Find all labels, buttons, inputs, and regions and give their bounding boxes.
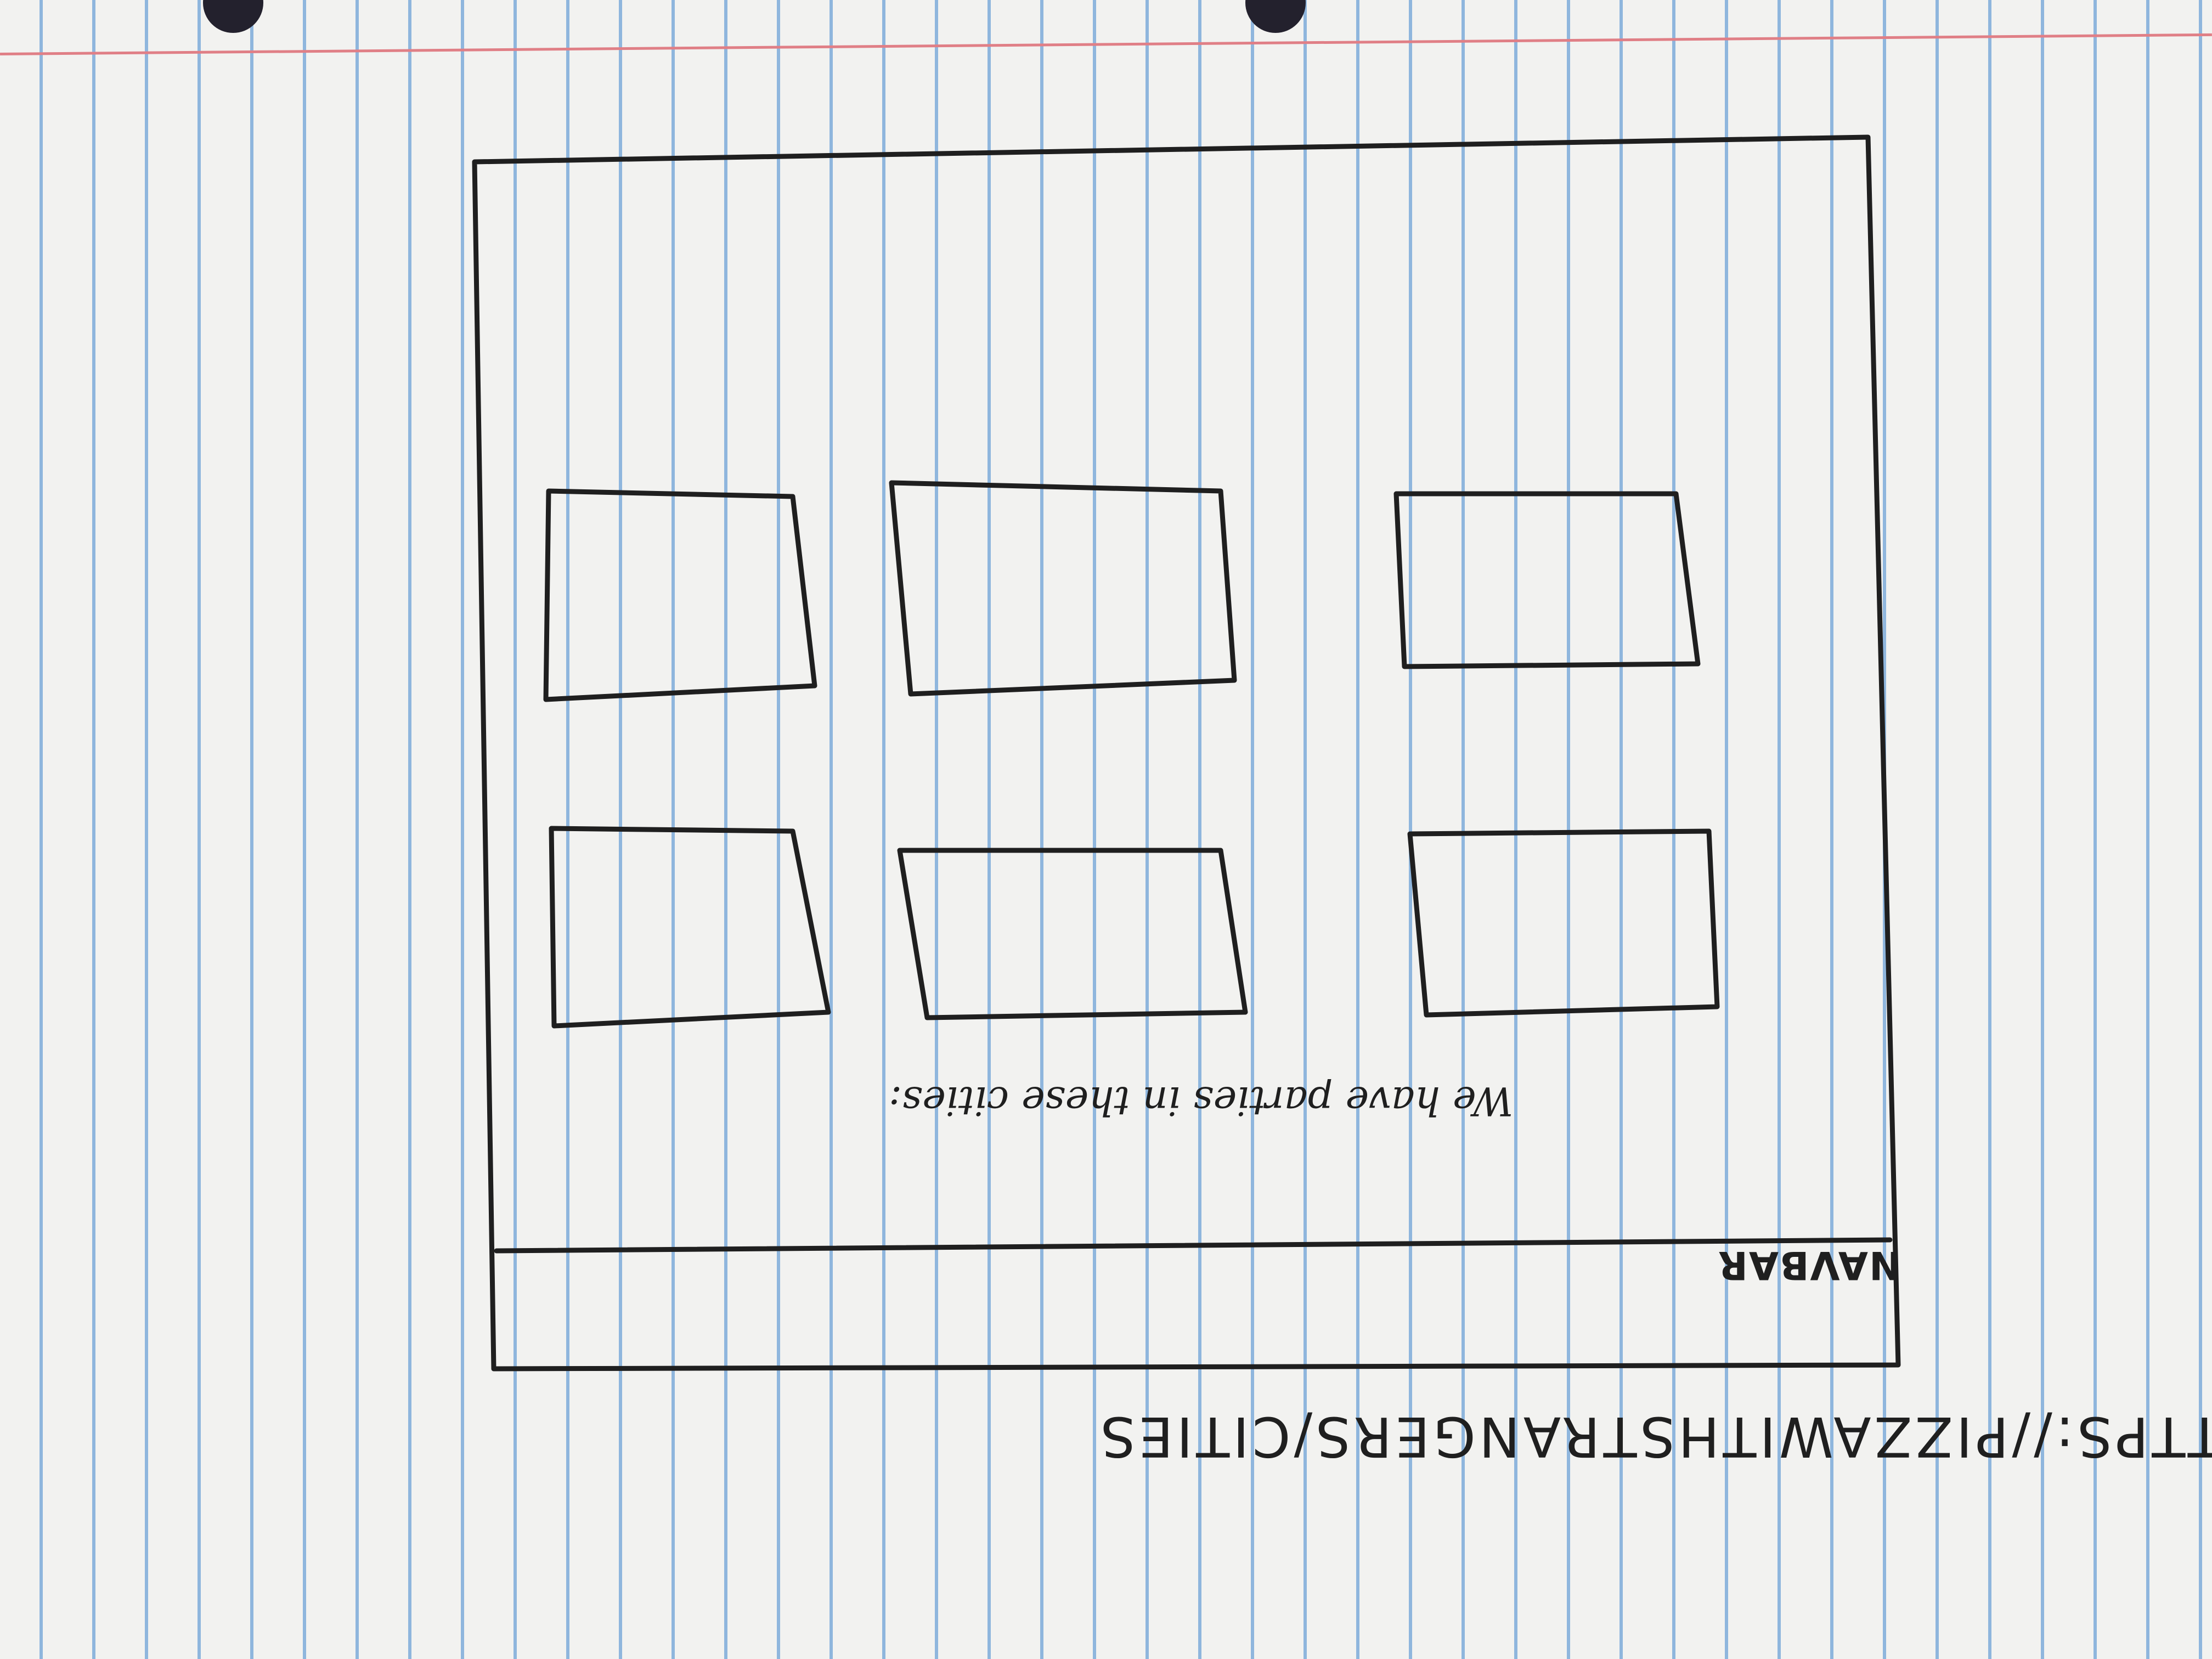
navbar-divider bbox=[494, 1237, 1893, 1254]
page-heading: We have parties in these cities: bbox=[889, 1078, 1514, 1124]
url-bar-text[interactable]: HTTPS://PIZZAWITHSTRANGERS/CITIES bbox=[1097, 1404, 2212, 1469]
city-card[interactable] bbox=[1393, 491, 1701, 669]
navbar-label: NAVBAR bbox=[1717, 1243, 1901, 1288]
city-card[interactable] bbox=[543, 488, 817, 702]
city-card[interactable] bbox=[549, 826, 831, 1029]
city-card[interactable] bbox=[889, 480, 1237, 697]
city-card[interactable] bbox=[1407, 828, 1720, 1018]
browser-window-frame bbox=[472, 134, 1901, 1372]
city-card[interactable] bbox=[897, 848, 1248, 1020]
